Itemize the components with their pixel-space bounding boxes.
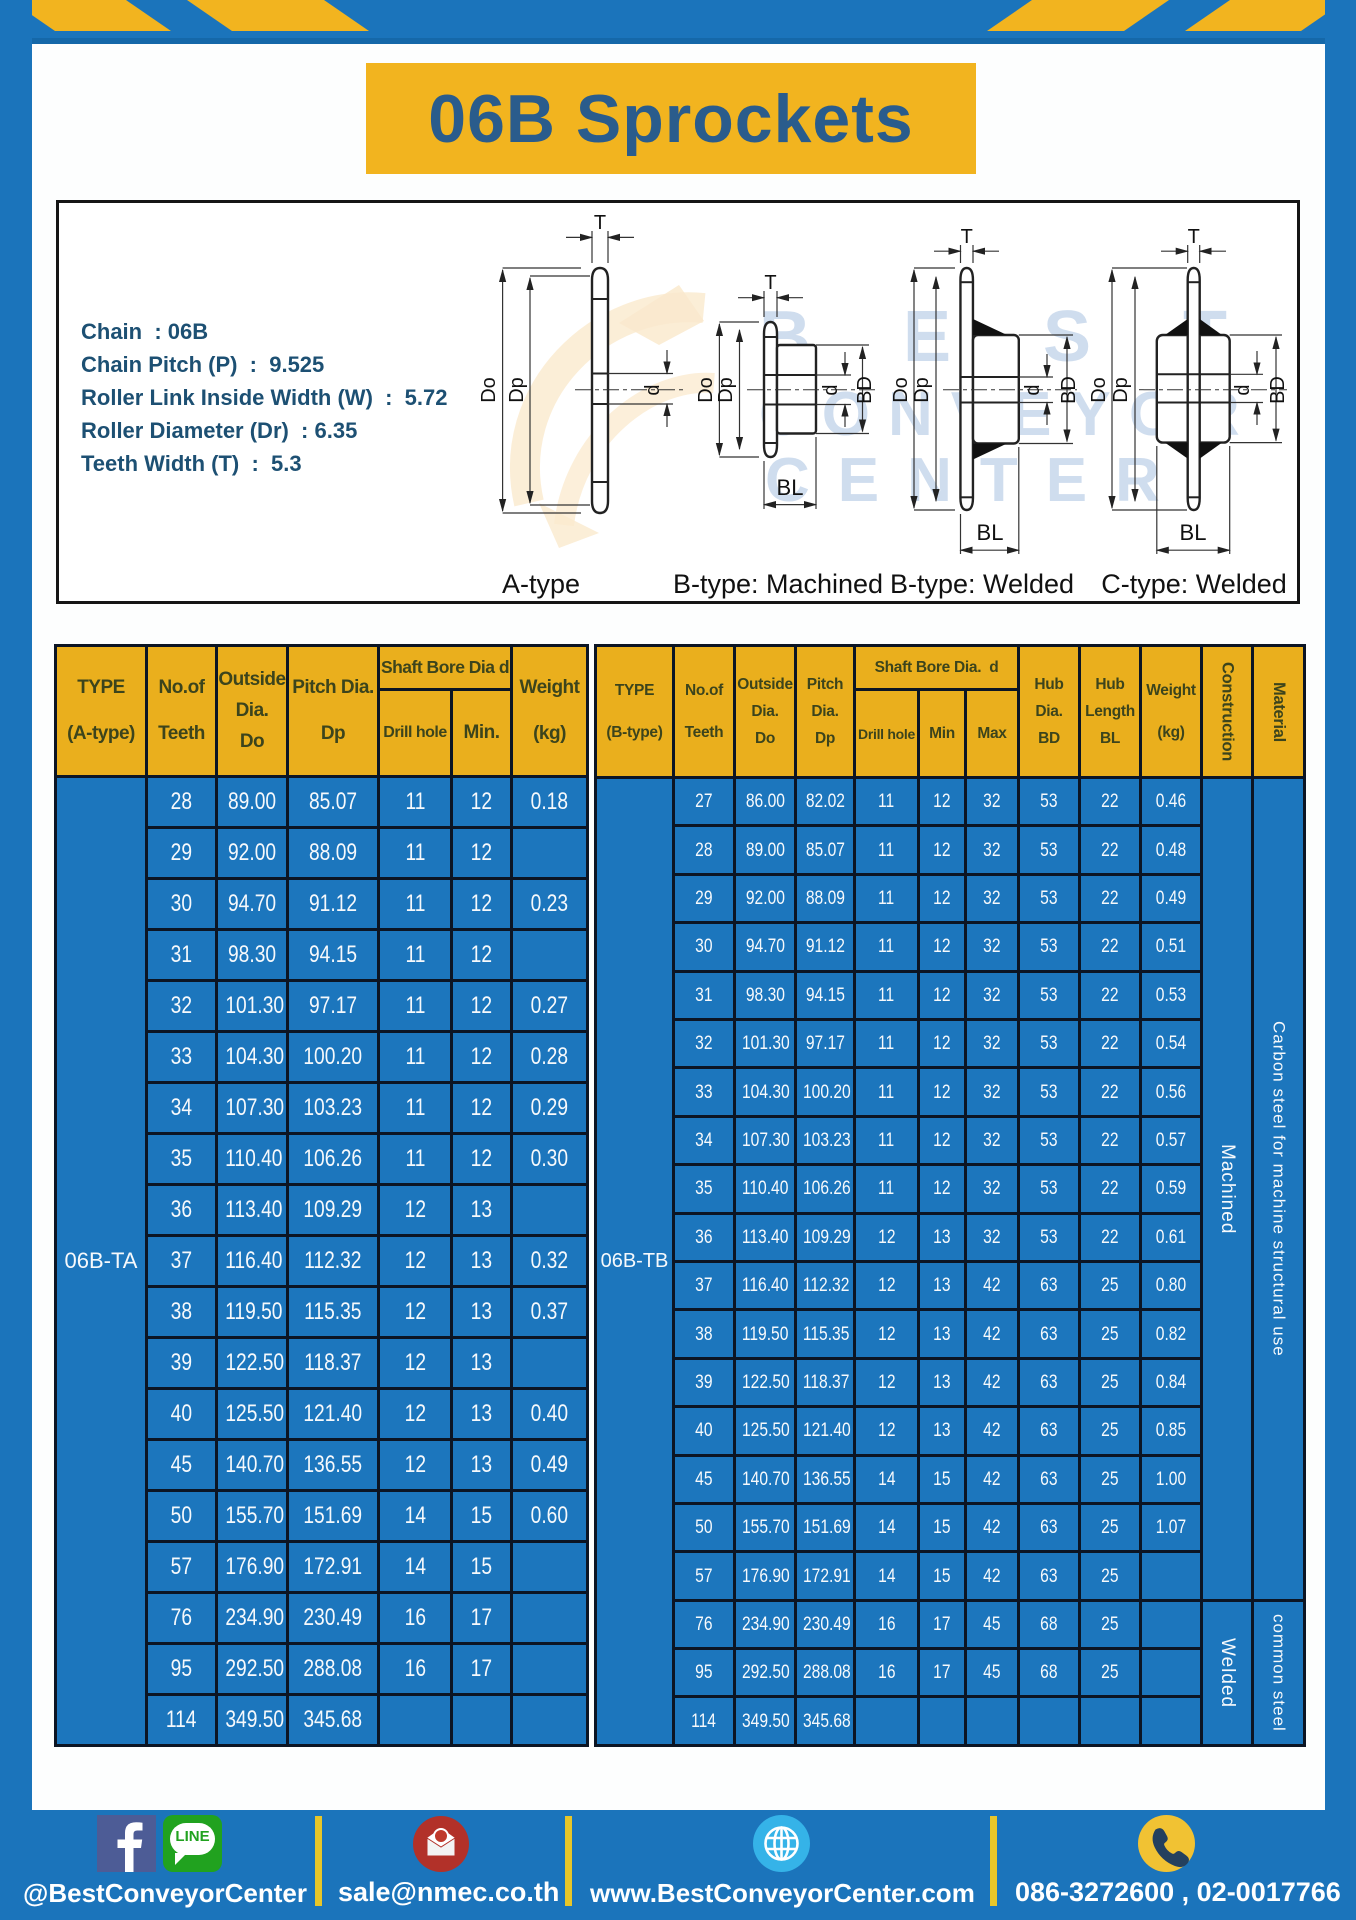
svg-text:B-type: Machined: B-type: Machined xyxy=(673,569,883,599)
svg-text:Dp: Dp xyxy=(715,377,737,403)
svg-text:Dp: Dp xyxy=(911,377,933,403)
svg-text:d: d xyxy=(642,384,664,395)
svg-text:BD: BD xyxy=(854,376,876,404)
svg-text:A-type: A-type xyxy=(502,569,580,599)
svg-text:T: T xyxy=(594,212,606,234)
svg-text:Do: Do xyxy=(478,377,500,403)
svg-text:d: d xyxy=(1022,384,1044,395)
svg-text:d: d xyxy=(1232,384,1254,395)
svg-text:Do: Do xyxy=(890,377,912,403)
svg-text:C-type: Welded: C-type: Welded xyxy=(1101,569,1287,599)
svg-text:BD: BD xyxy=(1058,376,1080,404)
svg-text:d: d xyxy=(820,384,842,395)
svg-text:B-type: Welded: B-type: Welded xyxy=(890,569,1074,599)
svg-text:BL: BL xyxy=(777,475,804,500)
svg-text:BL: BL xyxy=(977,520,1004,545)
svg-text:Dp: Dp xyxy=(1110,377,1132,403)
svg-text:Dp: Dp xyxy=(506,377,528,403)
svg-text:T: T xyxy=(961,226,973,248)
svg-text:Do: Do xyxy=(695,377,717,403)
svg-text:T: T xyxy=(764,272,776,294)
svg-text:Do: Do xyxy=(1088,377,1110,403)
svg-text:BD: BD xyxy=(1267,376,1289,404)
svg-text:BL: BL xyxy=(1180,520,1207,545)
svg-text:T: T xyxy=(1188,226,1200,248)
